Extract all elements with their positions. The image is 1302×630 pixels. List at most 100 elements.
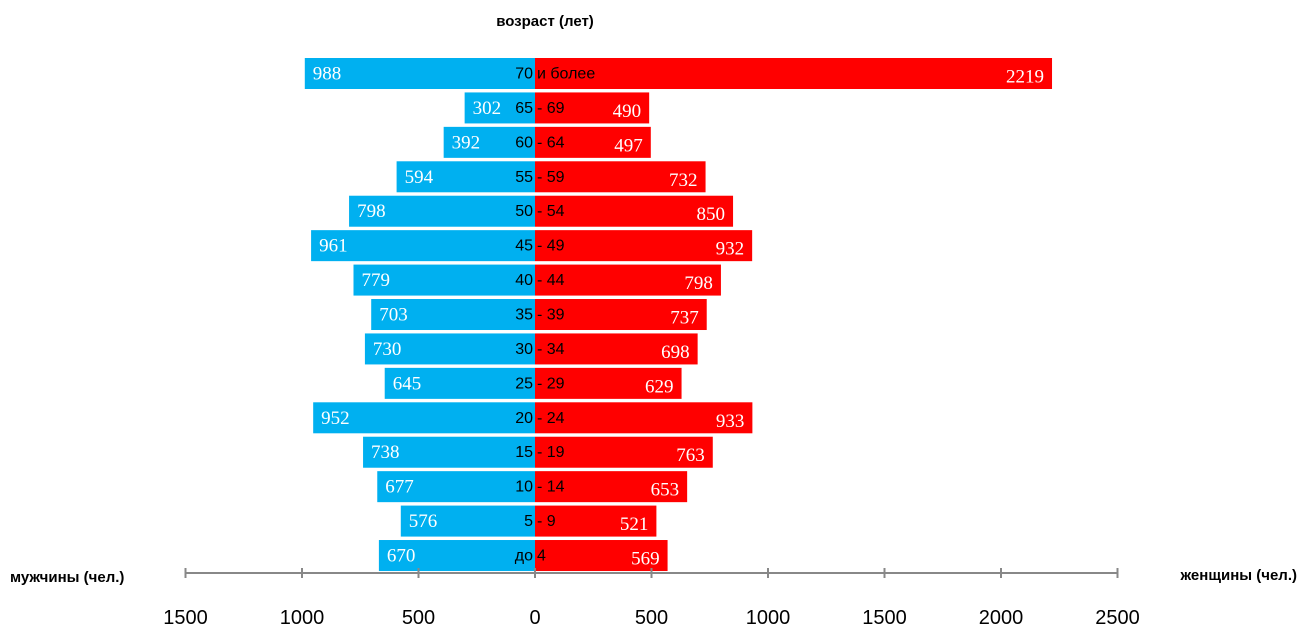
x-tick-label: 1500 <box>862 607 907 629</box>
bar-men <box>363 436 535 468</box>
value-label-women: 933 <box>716 411 745 432</box>
value-label-women: 732 <box>669 170 698 191</box>
value-label-men: 988 <box>313 64 342 85</box>
bar-men <box>353 264 535 296</box>
age-label-end: - 9 <box>537 513 556 530</box>
bar-men <box>364 333 535 365</box>
age-label-start: до <box>515 548 533 565</box>
value-label-men: 961 <box>319 236 348 257</box>
age-label-start: 50 <box>515 203 533 220</box>
bar-women <box>535 299 707 331</box>
value-label-men: 779 <box>361 270 390 291</box>
value-label-men: 730 <box>373 339 402 360</box>
value-label-women: 569 <box>631 549 660 570</box>
value-label-women: 798 <box>684 273 713 294</box>
x-tick-label: 1500 <box>163 607 208 629</box>
age-label-end: - 39 <box>537 307 565 324</box>
age-label-end: - 24 <box>537 410 565 427</box>
value-label-women: 497 <box>614 135 643 156</box>
age-label-start: 70 <box>515 66 533 83</box>
value-label-men: 594 <box>405 167 434 188</box>
right-axis-title: женщины (чел.) <box>1180 567 1298 584</box>
value-label-men: 952 <box>321 408 350 429</box>
value-label-women: 698 <box>661 342 690 363</box>
value-label-men: 703 <box>379 305 408 326</box>
x-tick-label: 2500 <box>1095 607 1140 629</box>
age-label-start: 55 <box>515 169 533 186</box>
bar-women <box>535 333 698 365</box>
bar-women <box>535 161 706 193</box>
x-axis: 1500 1000 500 0 500 1000 1500 2000 2500 <box>163 568 1140 629</box>
value-label-women: 629 <box>645 376 674 397</box>
value-label-men: 645 <box>393 373 422 394</box>
age-label-end: - 69 <box>537 100 565 117</box>
x-tick-label: 1000 <box>280 607 325 629</box>
age-label-end: - 19 <box>537 444 565 461</box>
bar-men <box>400 505 535 537</box>
bar-men <box>377 471 535 503</box>
bar-women <box>535 505 657 537</box>
bar-men <box>349 195 535 227</box>
bar-men <box>313 402 535 434</box>
bar-women <box>535 264 721 296</box>
x-tick-label: 2000 <box>979 607 1024 629</box>
value-label-women: 932 <box>716 239 745 260</box>
value-label-men: 798 <box>357 201 386 222</box>
value-label-men: 677 <box>385 477 414 498</box>
value-label-men: 738 <box>371 442 400 463</box>
bar-women <box>535 126 651 158</box>
age-label-end: - 59 <box>537 169 565 186</box>
age-label-start: 40 <box>515 272 533 289</box>
age-label-end: - 29 <box>537 375 565 392</box>
age-label-end: - 14 <box>537 479 565 496</box>
bar-women <box>535 367 682 399</box>
x-tick-label: 0 <box>529 607 540 629</box>
age-label-end: 4 <box>537 548 546 565</box>
bars-group: 988 2219 70 и более 302 490 65- 69 392 497 60- 64… <box>304 58 1053 572</box>
age-label-start: 65 <box>515 100 533 117</box>
bar-men <box>378 540 535 572</box>
age-label-end: - 44 <box>537 272 565 289</box>
age-label-end: и более <box>537 66 595 83</box>
age-label-end: - 34 <box>537 341 565 358</box>
age-label-start: 25 <box>515 375 533 392</box>
bar-women <box>535 230 753 262</box>
age-label-start: 15 <box>515 444 533 461</box>
age-label-start: 35 <box>515 307 533 324</box>
age-label-start: 10 <box>515 479 533 496</box>
age-label-start: 20 <box>515 410 533 427</box>
value-label-women: 850 <box>697 204 726 225</box>
age-label-start: 60 <box>515 134 533 151</box>
age-label-end: - 54 <box>537 203 565 220</box>
value-label-men: 670 <box>387 546 416 567</box>
bar-men <box>371 299 535 331</box>
left-axis-title: мужчины (чел.) <box>10 569 124 586</box>
age-label-end: - 49 <box>537 238 565 255</box>
bar-women <box>535 471 688 503</box>
bar-men <box>396 161 535 193</box>
bar-men <box>384 367 535 399</box>
value-label-women: 490 <box>613 101 642 122</box>
bar-men <box>464 92 535 124</box>
value-label-women: 737 <box>670 308 699 329</box>
value-label-women: 763 <box>676 445 705 466</box>
bar-women <box>535 436 713 468</box>
value-label-women: 521 <box>620 514 649 535</box>
value-label-men: 392 <box>452 132 481 153</box>
value-label-men: 576 <box>409 511 438 532</box>
value-label-men: 302 <box>473 98 502 119</box>
age-label-start: 5 <box>524 513 533 530</box>
x-tick-label: 1000 <box>746 607 791 629</box>
bar-women <box>535 195 734 227</box>
bar-women <box>535 58 1053 89</box>
bar-men <box>304 58 535 89</box>
x-tick-label: 500 <box>402 607 435 629</box>
age-label-end: - 64 <box>537 134 565 151</box>
value-label-women: 653 <box>651 480 680 501</box>
bar-men <box>443 126 535 158</box>
age-label-start: 30 <box>515 341 533 358</box>
bar-women <box>535 402 753 434</box>
bar-men <box>311 230 535 262</box>
chart-title: возраст (лет) <box>496 13 594 30</box>
